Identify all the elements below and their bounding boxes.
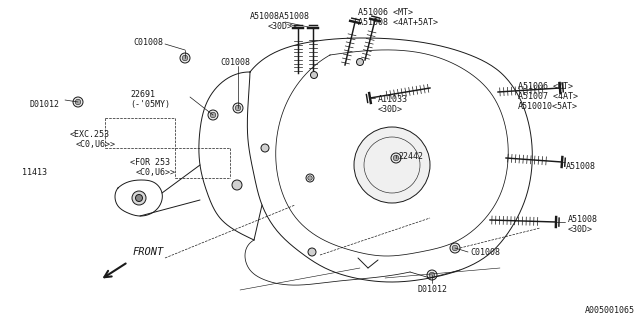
Circle shape [452, 245, 458, 251]
Text: 22691: 22691 [130, 90, 155, 99]
Text: A51007 <4AT>: A51007 <4AT> [518, 92, 578, 101]
Circle shape [356, 59, 364, 66]
Text: C01008: C01008 [220, 58, 250, 67]
Circle shape [136, 195, 143, 202]
Text: D01012: D01012 [417, 285, 447, 294]
Text: <FOR 253: <FOR 253 [130, 158, 170, 167]
Circle shape [208, 110, 218, 120]
Circle shape [182, 55, 188, 61]
Circle shape [450, 243, 460, 253]
Circle shape [393, 155, 399, 161]
Text: <30D>: <30D> [568, 225, 593, 234]
Text: <EXC.253: <EXC.253 [70, 130, 110, 139]
Circle shape [427, 270, 437, 280]
Text: <30D>: <30D> [268, 22, 292, 31]
Text: (-'05MY): (-'05MY) [130, 100, 170, 109]
Text: 22442: 22442 [398, 152, 423, 161]
Circle shape [236, 105, 241, 111]
Circle shape [73, 97, 83, 107]
Text: A51008 <4AT+5AT>: A51008 <4AT+5AT> [358, 18, 438, 27]
Text: FRONT: FRONT [133, 247, 164, 257]
Text: A51008: A51008 [566, 162, 596, 171]
Circle shape [306, 174, 314, 182]
Circle shape [76, 99, 81, 105]
Text: A51006 <MT>: A51006 <MT> [518, 82, 573, 91]
Circle shape [429, 272, 435, 278]
Text: A51006 <MT>: A51006 <MT> [358, 8, 413, 17]
Text: A005001065: A005001065 [585, 306, 635, 315]
Circle shape [211, 112, 216, 118]
Circle shape [132, 191, 146, 205]
Circle shape [308, 176, 312, 180]
Circle shape [233, 103, 243, 113]
Circle shape [391, 153, 401, 163]
Text: C01008: C01008 [470, 248, 500, 257]
Text: <C0,U6>>: <C0,U6>> [136, 168, 176, 177]
Text: A51008A51008: A51008A51008 [250, 12, 310, 21]
Text: C01008: C01008 [133, 38, 163, 47]
Text: <30D>: <30D> [378, 105, 403, 114]
Circle shape [354, 127, 430, 203]
Circle shape [308, 248, 316, 256]
Text: A51008: A51008 [568, 215, 598, 224]
Text: D01012: D01012 [30, 100, 60, 109]
Text: A11033: A11033 [378, 95, 408, 104]
Text: <C0,U6>>: <C0,U6>> [76, 140, 116, 149]
Circle shape [232, 180, 242, 190]
Circle shape [261, 144, 269, 152]
Text: A510010<5AT>: A510010<5AT> [518, 102, 578, 111]
Circle shape [180, 53, 190, 63]
Text: 11413: 11413 [22, 168, 47, 177]
Circle shape [310, 71, 317, 78]
